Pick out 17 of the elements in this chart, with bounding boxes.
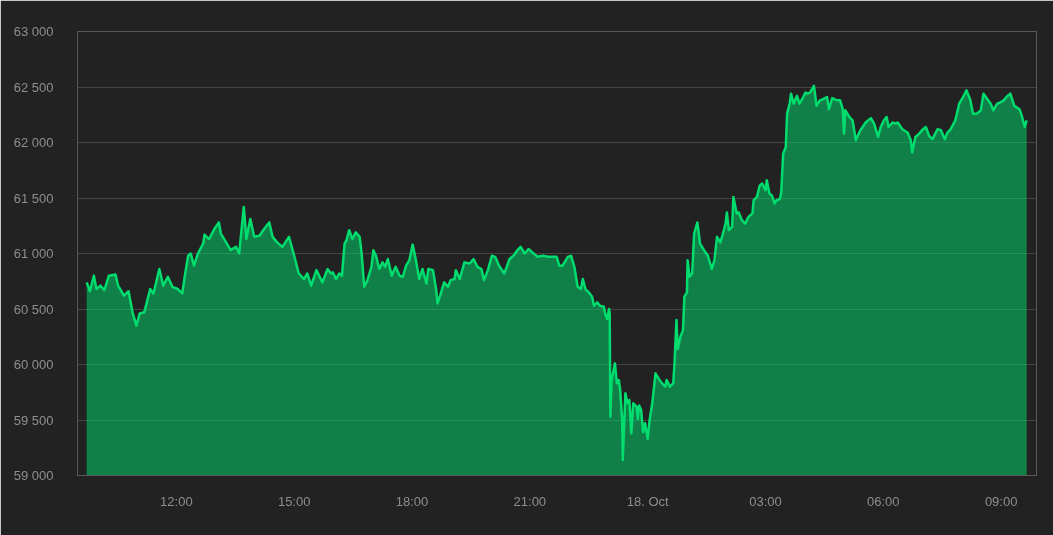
x-tick-label: 15:00: [277, 493, 311, 509]
x-tick-label: 18:00: [395, 493, 429, 509]
y-tick-label: 62 000: [13, 135, 54, 150]
y-tick-label: 62 500: [13, 79, 54, 95]
y-tick-label: 59 000: [13, 468, 54, 483]
y-tick-label: 63 000: [13, 24, 54, 39]
y-tick-label: 61 000: [13, 246, 54, 261]
y-tick-label: 60 500: [13, 301, 54, 317]
x-tick-label: 12:00: [160, 493, 193, 509]
x-tick-label: 21:00: [513, 493, 547, 509]
x-tick-label: 06:00: [867, 493, 900, 509]
y-tick-label: 60 000: [13, 357, 54, 372]
x-tick-label: 18. Oct: [626, 493, 669, 509]
y-tick-label: 61 500: [13, 190, 54, 206]
x-tick-label: 09:00: [984, 493, 1018, 509]
x-tick-label: 03:00: [749, 493, 782, 509]
y-tick-label: 59 500: [13, 412, 54, 428]
